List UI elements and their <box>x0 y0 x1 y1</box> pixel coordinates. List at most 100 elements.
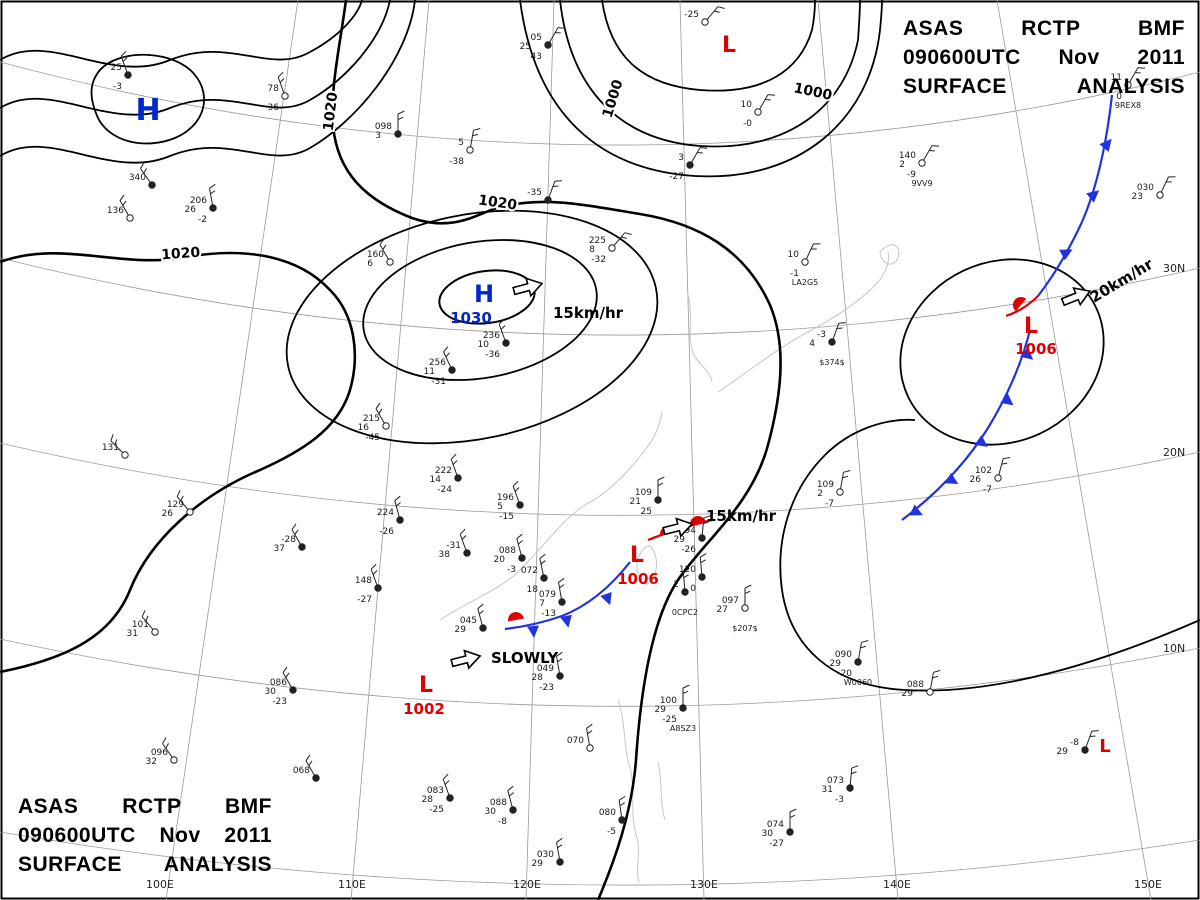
station-circle-icon <box>466 146 474 154</box>
station-plot: 3 -27 <box>669 147 708 182</box>
station-circle-icon <box>186 508 194 516</box>
station-value: 079 <box>539 590 556 600</box>
station-value: 6 <box>367 259 373 269</box>
station-value: 37 <box>274 544 285 554</box>
wind-barb-feather-icon <box>932 675 939 679</box>
station-circle-icon <box>518 554 526 562</box>
wind-barb-icon <box>699 557 703 574</box>
cold-front-triangle <box>1099 134 1117 152</box>
station-value: 129 <box>167 500 184 510</box>
wind-barb-icon <box>282 672 292 688</box>
station-circle-icon <box>786 828 794 836</box>
station-value: LA2G5 <box>792 278 819 287</box>
wind-barb-icon <box>375 408 385 424</box>
wind-barb-feather-icon <box>683 574 689 579</box>
station-value: -20 <box>837 669 852 679</box>
cold-front-triangle <box>527 625 541 639</box>
station-circle-icon <box>926 688 934 696</box>
wind-barb-icon <box>443 351 452 368</box>
station-value: 101 <box>132 620 149 630</box>
station-value: -0 <box>743 119 752 129</box>
station-circle-icon <box>854 658 862 666</box>
station-value: 236 <box>483 331 500 341</box>
station-value: 5 <box>497 502 503 512</box>
station-value: 030 <box>537 850 554 860</box>
station-value: 109 <box>817 480 834 490</box>
latitude-label: 10N <box>1163 642 1185 655</box>
wind-barb-feather-icon <box>461 535 467 540</box>
station-circle-icon <box>540 574 548 582</box>
station-value: -23 <box>272 697 287 707</box>
station-value: 36 <box>268 103 280 113</box>
station-plot: 072 18 <box>521 553 548 595</box>
station-value: 25 <box>111 63 122 73</box>
low-pressure-center: L <box>722 33 736 58</box>
wind-barb-feather-icon <box>378 408 383 414</box>
station-circle-icon <box>516 501 524 509</box>
wind-barb-icon <box>470 130 474 147</box>
title-block-top-right: ASAS RCTP BMF 090600UTC Nov 2011 SURFACE… <box>903 14 1185 101</box>
station-value: 78 <box>268 84 280 94</box>
station-value: -27 <box>669 172 684 182</box>
wind-barb-icon <box>162 743 173 758</box>
wind-barb-feather-icon <box>703 515 711 519</box>
station-value: A8SZ3 <box>670 724 696 733</box>
station-value: 072 <box>521 566 538 576</box>
station-circle-icon <box>544 196 552 204</box>
wind-barb-feather-icon <box>1137 67 1146 69</box>
wind-barb-feather-icon <box>619 802 625 807</box>
station-circle-icon <box>386 258 394 266</box>
station-circle-icon <box>374 584 382 592</box>
wind-barb-icon <box>998 458 1004 476</box>
station-value: 140 <box>899 151 916 161</box>
station-value: 29 <box>1057 747 1069 757</box>
wind-barb-icon <box>1085 731 1093 748</box>
station-value: -45 <box>365 433 380 443</box>
station-value: -35 <box>527 188 542 198</box>
wind-barb-icon <box>923 145 933 161</box>
station-circle-icon <box>1124 81 1132 89</box>
movement-arrow-icon <box>510 274 546 301</box>
station-circle-icon <box>170 756 178 764</box>
wind-barb-feather-icon <box>472 133 479 137</box>
wind-barb-icon <box>119 200 129 216</box>
station-value: 109 <box>635 488 652 498</box>
wind-barb-feather-icon <box>714 10 720 13</box>
station-plot: 080 -5 <box>599 795 626 837</box>
chart-datetime: 090600UTC Nov 2011 <box>903 46 1185 69</box>
station-value: -25 <box>429 805 444 815</box>
wind-barb-icon <box>858 642 862 659</box>
station-value: 28 <box>532 673 544 683</box>
wind-barb-feather-icon <box>587 730 593 735</box>
station-value: -9 <box>907 170 916 180</box>
low-pressure-center: L <box>419 673 433 698</box>
wind-barb-feather-icon <box>122 57 128 62</box>
wind-barb-feather-icon <box>294 529 299 535</box>
wind-barb-feather-icon <box>209 183 216 189</box>
wind-barb-feather-icon <box>114 439 118 445</box>
wind-barb-icon <box>706 6 719 20</box>
wind-barb-icon <box>291 529 301 545</box>
station-circle-icon <box>586 744 594 752</box>
wind-barb-feather-icon <box>372 570 378 575</box>
isobar-trough-2 <box>559 0 861 148</box>
wind-barb-feather-icon <box>145 615 149 622</box>
station-value: 16 <box>358 423 370 433</box>
station-value: -25 <box>662 715 677 725</box>
movement-label: SLOWLY <box>491 649 559 667</box>
wind-barb-feather-icon <box>379 238 385 245</box>
wind-barb-feather-icon <box>789 814 796 819</box>
wind-barb-feather-icon <box>703 521 709 525</box>
wind-barb-feather-icon <box>682 690 689 695</box>
station-circle-icon <box>558 598 566 606</box>
wind-barb-icon <box>840 472 844 489</box>
isobar-high-closed <box>90 53 205 145</box>
